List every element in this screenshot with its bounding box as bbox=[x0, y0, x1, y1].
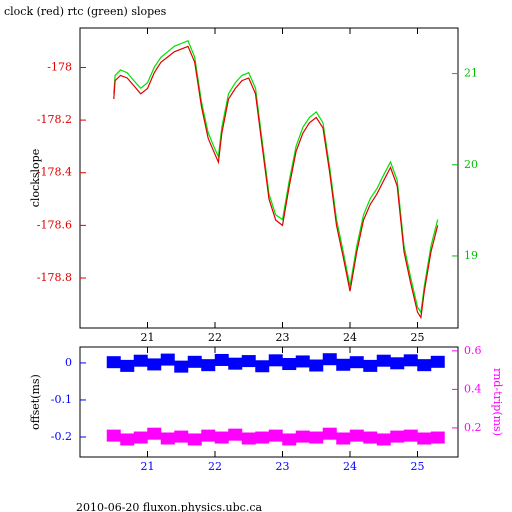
series-line bbox=[113, 45, 439, 320]
point bbox=[160, 353, 175, 366]
y-tick-label: -178.4 bbox=[37, 166, 72, 179]
point bbox=[147, 427, 162, 440]
point bbox=[417, 359, 432, 372]
x-tick-label: 25 bbox=[411, 331, 425, 344]
point bbox=[363, 359, 378, 372]
x-tick-label: 23 bbox=[276, 331, 290, 344]
point bbox=[417, 432, 432, 445]
y-tick-label: -178.2 bbox=[37, 113, 72, 126]
point bbox=[106, 429, 121, 442]
point bbox=[376, 354, 391, 367]
y-tick-label: 0 bbox=[65, 356, 72, 369]
point bbox=[241, 355, 256, 368]
point bbox=[201, 429, 216, 442]
point bbox=[349, 429, 364, 442]
y-tick-label: -0.1 bbox=[51, 393, 72, 406]
point bbox=[295, 430, 310, 443]
point bbox=[390, 357, 405, 370]
y2-tick-label: 20 bbox=[464, 158, 478, 171]
point bbox=[322, 353, 337, 366]
point bbox=[255, 431, 270, 444]
point bbox=[120, 433, 135, 446]
chart-title: clock (red) rtc (green) slopes bbox=[4, 5, 167, 18]
point bbox=[187, 355, 202, 368]
point bbox=[268, 354, 283, 367]
y-axis-label: clockslope bbox=[29, 149, 42, 207]
point bbox=[241, 432, 256, 445]
point bbox=[363, 431, 378, 444]
y-tick-label: -178.6 bbox=[37, 218, 72, 231]
point bbox=[349, 356, 364, 369]
point bbox=[376, 433, 391, 446]
footer: 2010-06-20 fluxon.physics.ubc.ca bbox=[76, 501, 262, 512]
point bbox=[228, 357, 243, 370]
y2-axis-label: rnd-trip(ms) bbox=[491, 368, 504, 436]
point bbox=[430, 431, 445, 444]
y2-tick-label: 0.2 bbox=[464, 421, 482, 434]
point bbox=[403, 354, 418, 367]
point bbox=[174, 360, 189, 373]
point bbox=[322, 427, 337, 440]
y2-tick-label: 0.6 bbox=[464, 344, 482, 357]
y-tick-label: -0.2 bbox=[51, 430, 72, 443]
plot-frame bbox=[79, 346, 459, 458]
x-tick-label: 25 bbox=[411, 460, 425, 473]
y-tick-label: -178 bbox=[47, 60, 72, 73]
point bbox=[147, 358, 162, 371]
y-axis-label: offset(ms) bbox=[29, 374, 42, 430]
point bbox=[309, 359, 324, 372]
x-tick-label: 22 bbox=[208, 331, 222, 344]
point bbox=[255, 360, 270, 373]
y-tick-label: -178.8 bbox=[37, 271, 72, 284]
point bbox=[160, 432, 175, 445]
x-tick-label: 22 bbox=[208, 460, 222, 473]
point bbox=[214, 353, 229, 366]
point bbox=[214, 431, 229, 444]
y2-tick-label: 19 bbox=[464, 249, 478, 262]
point bbox=[403, 429, 418, 442]
x-tick-label: 21 bbox=[141, 331, 155, 344]
y2-tick-label: 0.4 bbox=[464, 382, 482, 395]
x-tick-label: 24 bbox=[343, 460, 357, 473]
point bbox=[390, 430, 405, 443]
series-line bbox=[113, 40, 439, 315]
plot-frame bbox=[79, 27, 459, 329]
point bbox=[282, 358, 297, 371]
point bbox=[174, 430, 189, 443]
point bbox=[295, 355, 310, 368]
point bbox=[133, 354, 148, 367]
point bbox=[201, 359, 216, 372]
x-tick-label: 21 bbox=[141, 460, 155, 473]
point bbox=[187, 433, 202, 446]
x-tick-label: 24 bbox=[343, 331, 357, 344]
point bbox=[282, 433, 297, 446]
y2-tick-label: 21 bbox=[464, 67, 478, 80]
point bbox=[268, 429, 283, 442]
point bbox=[106, 356, 121, 369]
point bbox=[133, 431, 148, 444]
x-tick-label: 23 bbox=[276, 460, 290, 473]
point bbox=[228, 428, 243, 441]
point bbox=[120, 359, 135, 372]
point bbox=[309, 431, 324, 444]
point bbox=[430, 355, 445, 368]
point bbox=[336, 358, 351, 371]
point bbox=[336, 432, 351, 445]
